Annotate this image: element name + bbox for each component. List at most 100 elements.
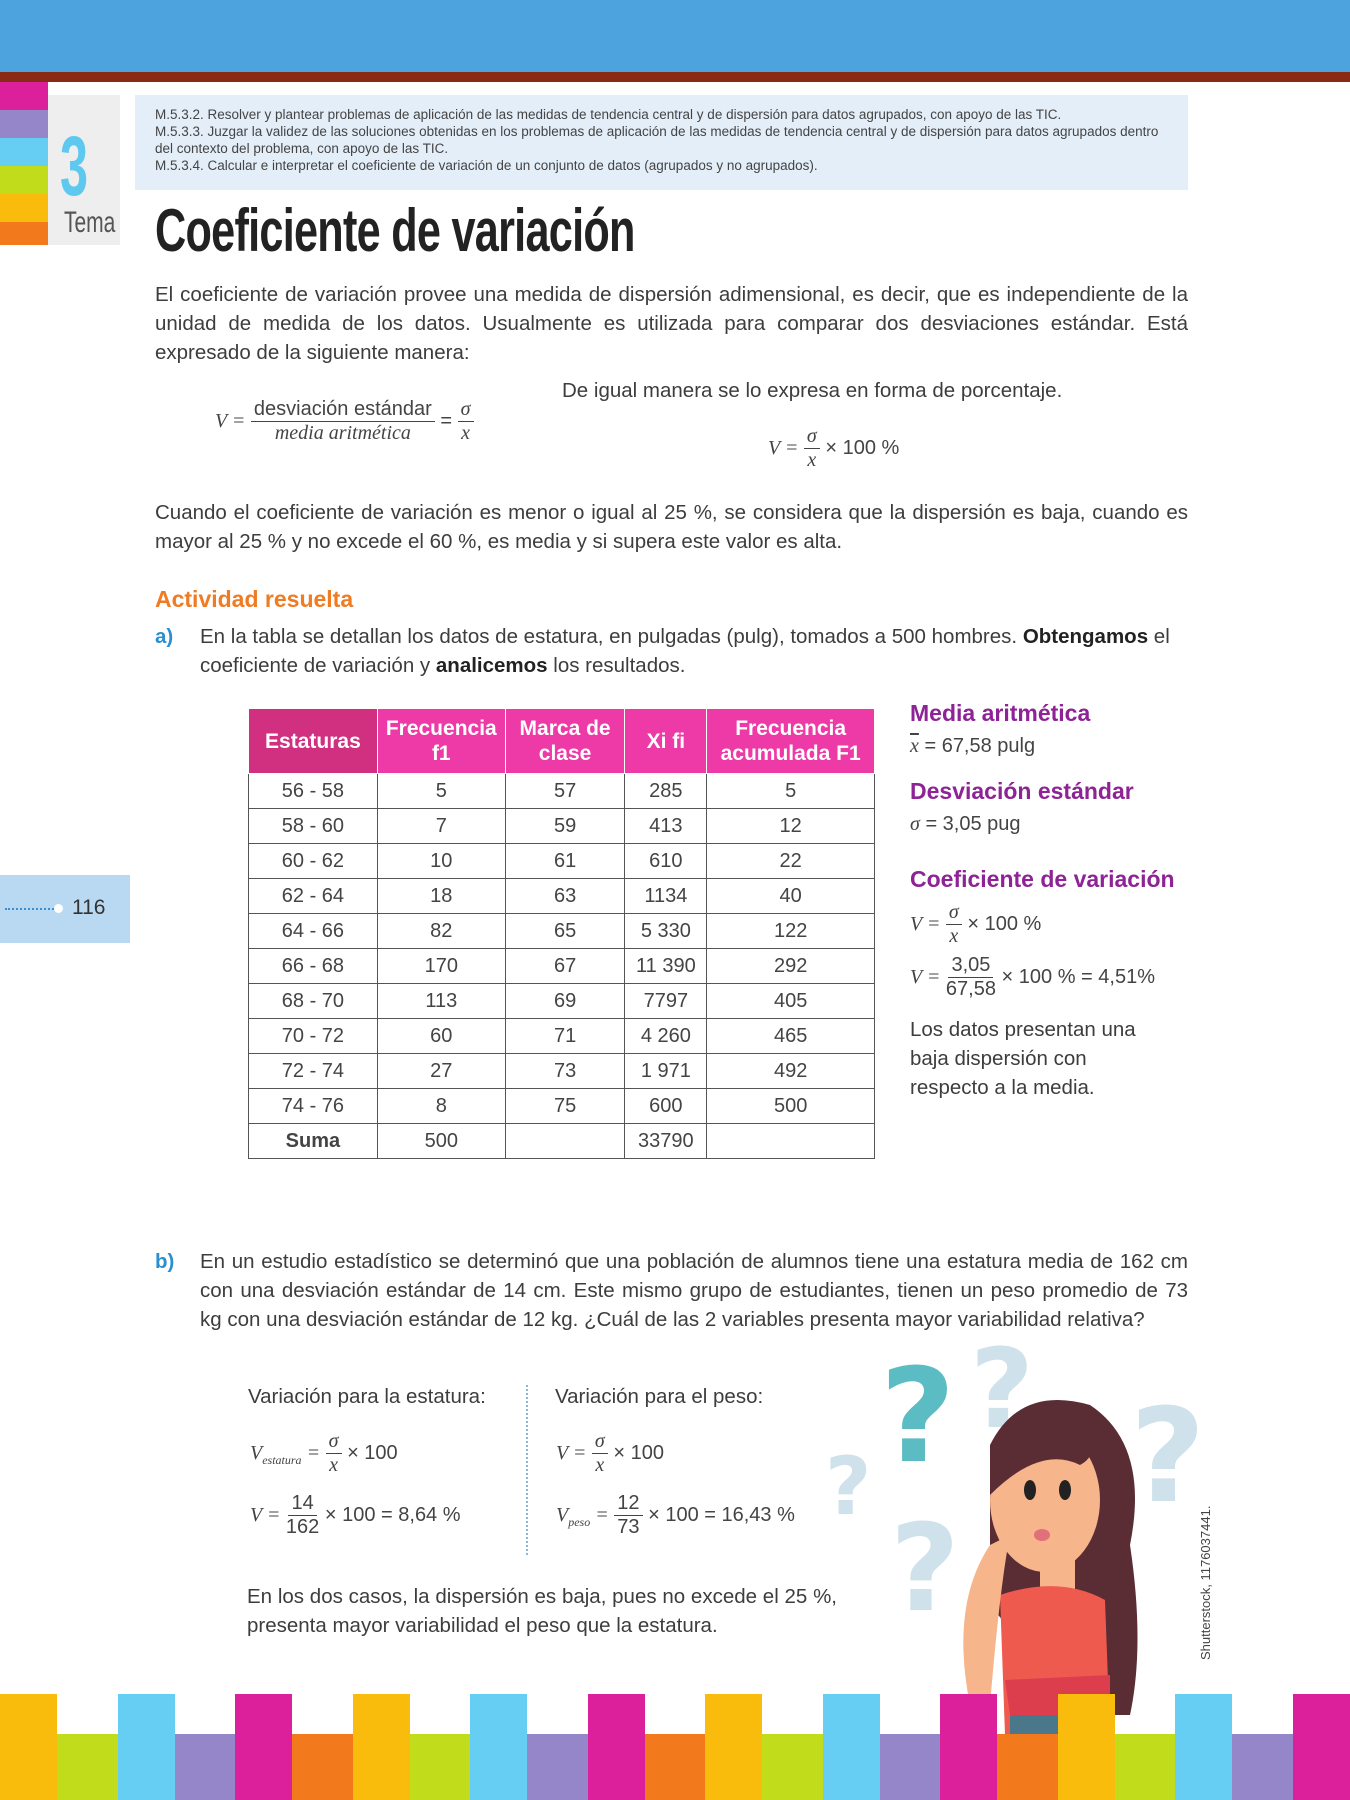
table-cell: 74 - 76: [248, 1088, 378, 1124]
formula-numerator: desviación estándar: [250, 398, 435, 422]
table-cell: 113: [376, 983, 506, 1019]
question-mark-icon: ?: [825, 1440, 872, 1533]
sigma: σ: [910, 813, 920, 835]
table-cell: 5: [376, 773, 506, 809]
table-row: 70 - 72 60 71 4 260 465: [248, 1018, 875, 1054]
header-band: [0, 72, 1350, 82]
weight-calc: Vpeso = 12 73 × 100 = 16,43 %: [556, 1492, 795, 1538]
table-cell: 5: [706, 773, 875, 809]
weight-result: × 100 = 16,43 %: [648, 1503, 795, 1526]
text-bold: Obtengamos: [1022, 625, 1149, 648]
color-bar: [352, 1694, 410, 1800]
table-cell: 27: [376, 1053, 506, 1089]
table-cell: 64 - 66: [248, 913, 378, 949]
subscript: peso: [568, 1514, 591, 1529]
color-bar: [409, 1734, 471, 1800]
b-conclusion: En los dos casos, la dispersión es baja,…: [247, 1585, 837, 1637]
color-bar: [0, 1694, 57, 1800]
question-mark-icon: ?: [890, 1500, 960, 1639]
formula-lhs: V =: [556, 1441, 587, 1464]
table-cell: 33790: [624, 1123, 708, 1159]
table-row: 72 - 74 27 73 1 971 492: [248, 1053, 875, 1089]
table-cell: 11 390: [624, 948, 708, 984]
table-cell: 66 - 68: [248, 948, 378, 984]
formula-denominator: media aritmética: [274, 422, 411, 444]
divider: [526, 1385, 528, 1555]
col-header: Frecuencia acumulada F1: [706, 708, 875, 774]
cv-denominator: 67,58: [945, 978, 996, 1000]
text: los resultados.: [547, 654, 686, 677]
table-cell: 292: [706, 948, 875, 984]
table-cell: 22: [706, 843, 875, 879]
table-cell: [504, 1123, 626, 1159]
table-cell: 1 971: [624, 1053, 708, 1089]
xbar: x: [910, 735, 919, 757]
color-bar: [1292, 1694, 1350, 1800]
table-row: 58 - 60 7 59 413 12: [248, 808, 875, 844]
page-title: Coeficiente de variación: [155, 197, 635, 264]
table-cell: 285: [624, 773, 708, 809]
col-header: Frecuencia f1: [376, 708, 506, 774]
table-cell: 1134: [624, 878, 708, 914]
table-cell: 56 - 58: [248, 773, 378, 809]
percent-note: De igual manera se lo expresa en forma d…: [562, 379, 1063, 402]
question-mark-icon: ?: [880, 1340, 956, 1492]
table-cell: 610: [624, 843, 708, 879]
mean-title: Media aritmética: [910, 700, 1091, 726]
table-row: 64 - 66 82 65 5 330 122: [248, 913, 875, 949]
formula-eq: =: [440, 409, 453, 432]
color-bar: [174, 1734, 236, 1800]
table-cell: 68 - 70: [248, 983, 378, 1019]
table-cell: 58 - 60: [248, 808, 378, 844]
table-cell: 8: [376, 1088, 506, 1124]
dot-icon: [54, 904, 63, 913]
cv-numerator: 3,05: [948, 954, 994, 978]
color-strip: [0, 222, 48, 245]
cv-formula: × 100 %: [967, 912, 1042, 935]
table-cell: 70 - 72: [248, 1018, 378, 1054]
table-cell: 5 330: [624, 913, 708, 949]
color-bar: [57, 1734, 118, 1800]
color-bar: [940, 1694, 997, 1800]
table-cell: 10: [376, 843, 506, 879]
table-cell: 60: [376, 1018, 506, 1054]
objective: M.5.3.4. Calcular e interpretar el coefi…: [155, 158, 818, 173]
color-bar: [1175, 1694, 1232, 1800]
color-strip: [0, 110, 48, 138]
sd-value: = 3,05 pug: [925, 813, 1021, 835]
cv-title: Coeficiente de variación: [910, 866, 1175, 892]
color-strip: [0, 138, 48, 166]
text: En la tabla se detallan los datos de est…: [200, 625, 1023, 648]
denominator: 162: [285, 1516, 320, 1538]
table-cell: 7797: [624, 983, 708, 1019]
color-bar: [292, 1734, 353, 1800]
table-cell: 71: [504, 1018, 626, 1054]
table-row: 68 - 70 113 69 7797 405: [248, 983, 875, 1019]
color-bar: [117, 1694, 175, 1800]
color-bar: [587, 1694, 645, 1800]
table-cell: 62 - 64: [248, 878, 378, 914]
image-credit: Shutterstock, 1176037441.: [1198, 1505, 1213, 1660]
table-cell: 122: [706, 913, 875, 949]
table-cell: 75: [504, 1088, 626, 1124]
intro-paragraph: El coeficiente de variación provee una m…: [155, 283, 1188, 364]
table-cell: 4 260: [624, 1018, 708, 1054]
page-number: 116: [72, 896, 106, 919]
xbar: x: [595, 1454, 605, 1476]
table-row: 56 - 58 5 57 285 5: [248, 773, 875, 809]
xbar: x: [461, 422, 470, 444]
formula-lhs: V =: [215, 409, 246, 432]
numerator: 12: [614, 1492, 643, 1516]
table-cell: [706, 1123, 875, 1159]
table-cell: 63: [504, 878, 626, 914]
top-banner: [0, 0, 1350, 72]
text: el coeficiente de variación y: [200, 625, 1170, 677]
criteria-paragraph: Cuando el coeficiente de variación es me…: [155, 501, 1188, 553]
formula-lhs: V =: [910, 965, 941, 988]
table-row: 74 - 76 8 75 600 500: [248, 1088, 875, 1124]
weight-variation-title: Variación para el peso:: [555, 1385, 764, 1408]
color-strip: [0, 82, 48, 110]
item-b-text: En un estudio estadístico se determinó q…: [200, 1250, 1188, 1331]
